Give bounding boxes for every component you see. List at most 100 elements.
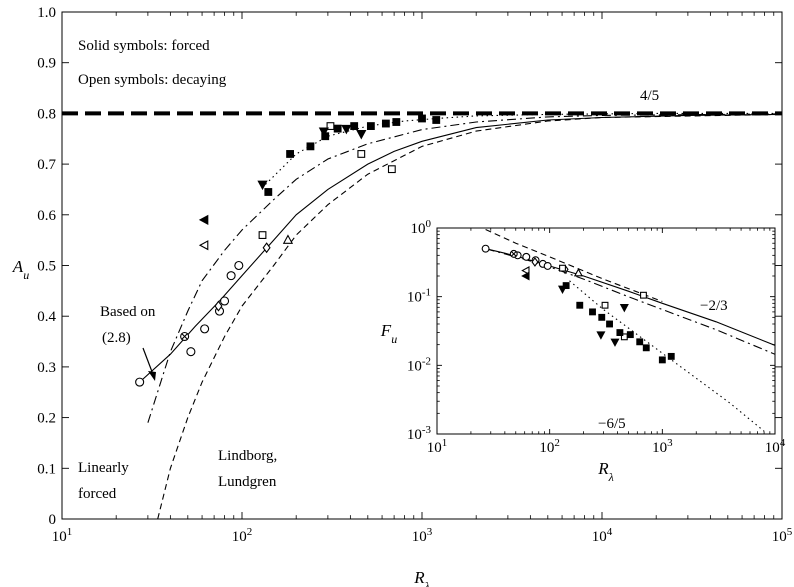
x-tick-label: 104 [765,437,786,456]
marker-circle-open [234,260,244,271]
main-y-axis-label: Au [12,257,29,282]
marker-square-solid [606,320,613,328]
marker-cross [181,333,188,340]
x-tick-label: 103 [652,437,673,456]
marker-circle-open [481,244,490,253]
marker-tri-down-solid [619,304,629,313]
inset-curve-dashed [485,228,663,303]
marker-square-open [640,291,647,299]
x-tick-label: 102 [539,437,560,456]
marker-square-open [258,231,267,239]
y-tick-label: 10-2 [407,355,431,374]
marker-square-solid [366,122,375,130]
marker-diamond-open [531,257,539,267]
y-tick-label: 0.4 [37,309,56,325]
y-tick-label: 0.6 [37,208,56,224]
y-tick-label: 10-3 [407,424,432,443]
marker-cross [510,251,517,257]
slope-two-thirds-label: −2/3 [700,298,728,314]
y-tick-label: 0.7 [37,157,56,173]
marker-square-solid [392,118,401,126]
x-tick-label: 101 [52,526,73,545]
main-markers [135,114,441,387]
y-tick-label: 1.0 [37,5,56,21]
marker-tri-down-solid [257,180,268,191]
marker-tri-left-open [198,240,209,251]
marker-square-solid [432,116,441,124]
marker-square-solid [306,142,315,151]
marker-tri-left-open [521,266,530,276]
main-x-ticks: 101 102 103 104 105 [52,12,793,545]
based-on-label-line2: (2.8) [102,330,131,346]
asymptote-label: 4/5 [640,88,659,104]
lindborg-label-line1: Lindborg, [218,448,277,464]
marker-square-solid [286,150,295,158]
marker-tri-down-solid [596,331,606,340]
marker-square-solid [636,338,644,346]
marker-diamond-open [262,242,271,254]
marker-tri-up-open [282,234,294,244]
y-tick-label: 0.5 [37,259,56,275]
marker-square-open [387,165,396,174]
marker-square-solid [562,282,570,290]
marker-circle-open [220,296,230,306]
marker-square-solid [350,122,359,130]
x-tick-label: 104 [592,526,613,545]
marker-tri-left-solid [198,214,209,225]
marker-square-solid [667,352,675,360]
inset-background [437,228,775,434]
marker-tri-down-solid [610,338,620,347]
slope-six-fifths-label: −6/5 [598,416,626,432]
marker-square-open [357,150,366,158]
marker-square-open [559,264,566,272]
marker-circle-open [543,261,552,270]
y-tick-label: 100 [411,218,432,237]
linearly-forced-label-line1: Linearly [78,460,129,476]
y-tick-label: 0.2 [37,411,56,427]
inset-y-ticks: 10-3 10-2 10-1 100 [407,218,775,443]
marker-circle-open [200,324,210,334]
inset-plot-frame [436,227,776,435]
based-on-arrowhead [148,371,156,381]
inset-markers [481,244,675,364]
marker-tri-up-open [573,268,583,277]
x-tick-label: 103 [412,526,433,545]
marker-circle-open [226,271,236,281]
marker-circle-open [186,347,196,357]
marker-tri-left-solid [521,271,530,281]
marker-square-solid [321,132,330,141]
marker-square-solid [381,119,390,128]
linearly-forced-label-line2: forced [78,486,117,502]
marker-circle-open [135,377,145,387]
main-curve-dashdot [147,113,782,423]
solid-symbols-note: Solid symbols: forced [78,38,210,54]
y-tick-label: 0.1 [37,461,56,477]
marker-circle-open [522,252,531,261]
marker-square-solid [333,124,342,133]
marker-tri-down-solid [356,129,367,140]
inset-y-axis-label: Fu [380,321,397,346]
marker-tri-down-solid [318,127,329,137]
main-panel: 101 102 103 104 105 0 0.1 0.2 0.3 0.4 0.5 0.6 0.7 0.8… [12,5,793,587]
marker-square-solid [589,308,596,316]
marker-square-solid [576,301,584,309]
y-tick-label: 0.8 [37,106,56,122]
marker-square-solid [642,344,650,352]
open-symbols-note: Open symbols: decaying [78,72,227,88]
y-tick-label: 10-1 [407,287,431,306]
main-x-axis-label: Rλ [413,568,430,587]
x-tick-label: 101 [427,437,448,456]
y-tick-label: 0.9 [37,56,56,72]
based-on-label-line1: Based on [100,304,156,320]
marker-square-solid [598,313,606,321]
marker-square-solid [418,114,426,123]
x-tick-label: 105 [772,526,793,545]
marker-square-solid [658,356,666,364]
marker-square-solid [264,188,273,196]
marker-square-solid [616,329,624,337]
lindborg-label-line2: Lundgren [218,474,277,490]
marker-square-solid [626,331,634,339]
inset-x-axis-label: Rλ [597,459,614,484]
main-y-ticks: 0 0.1 0.2 0.3 0.4 0.5 0.6 0.7 0.8 0.9 1.0 [37,5,782,528]
